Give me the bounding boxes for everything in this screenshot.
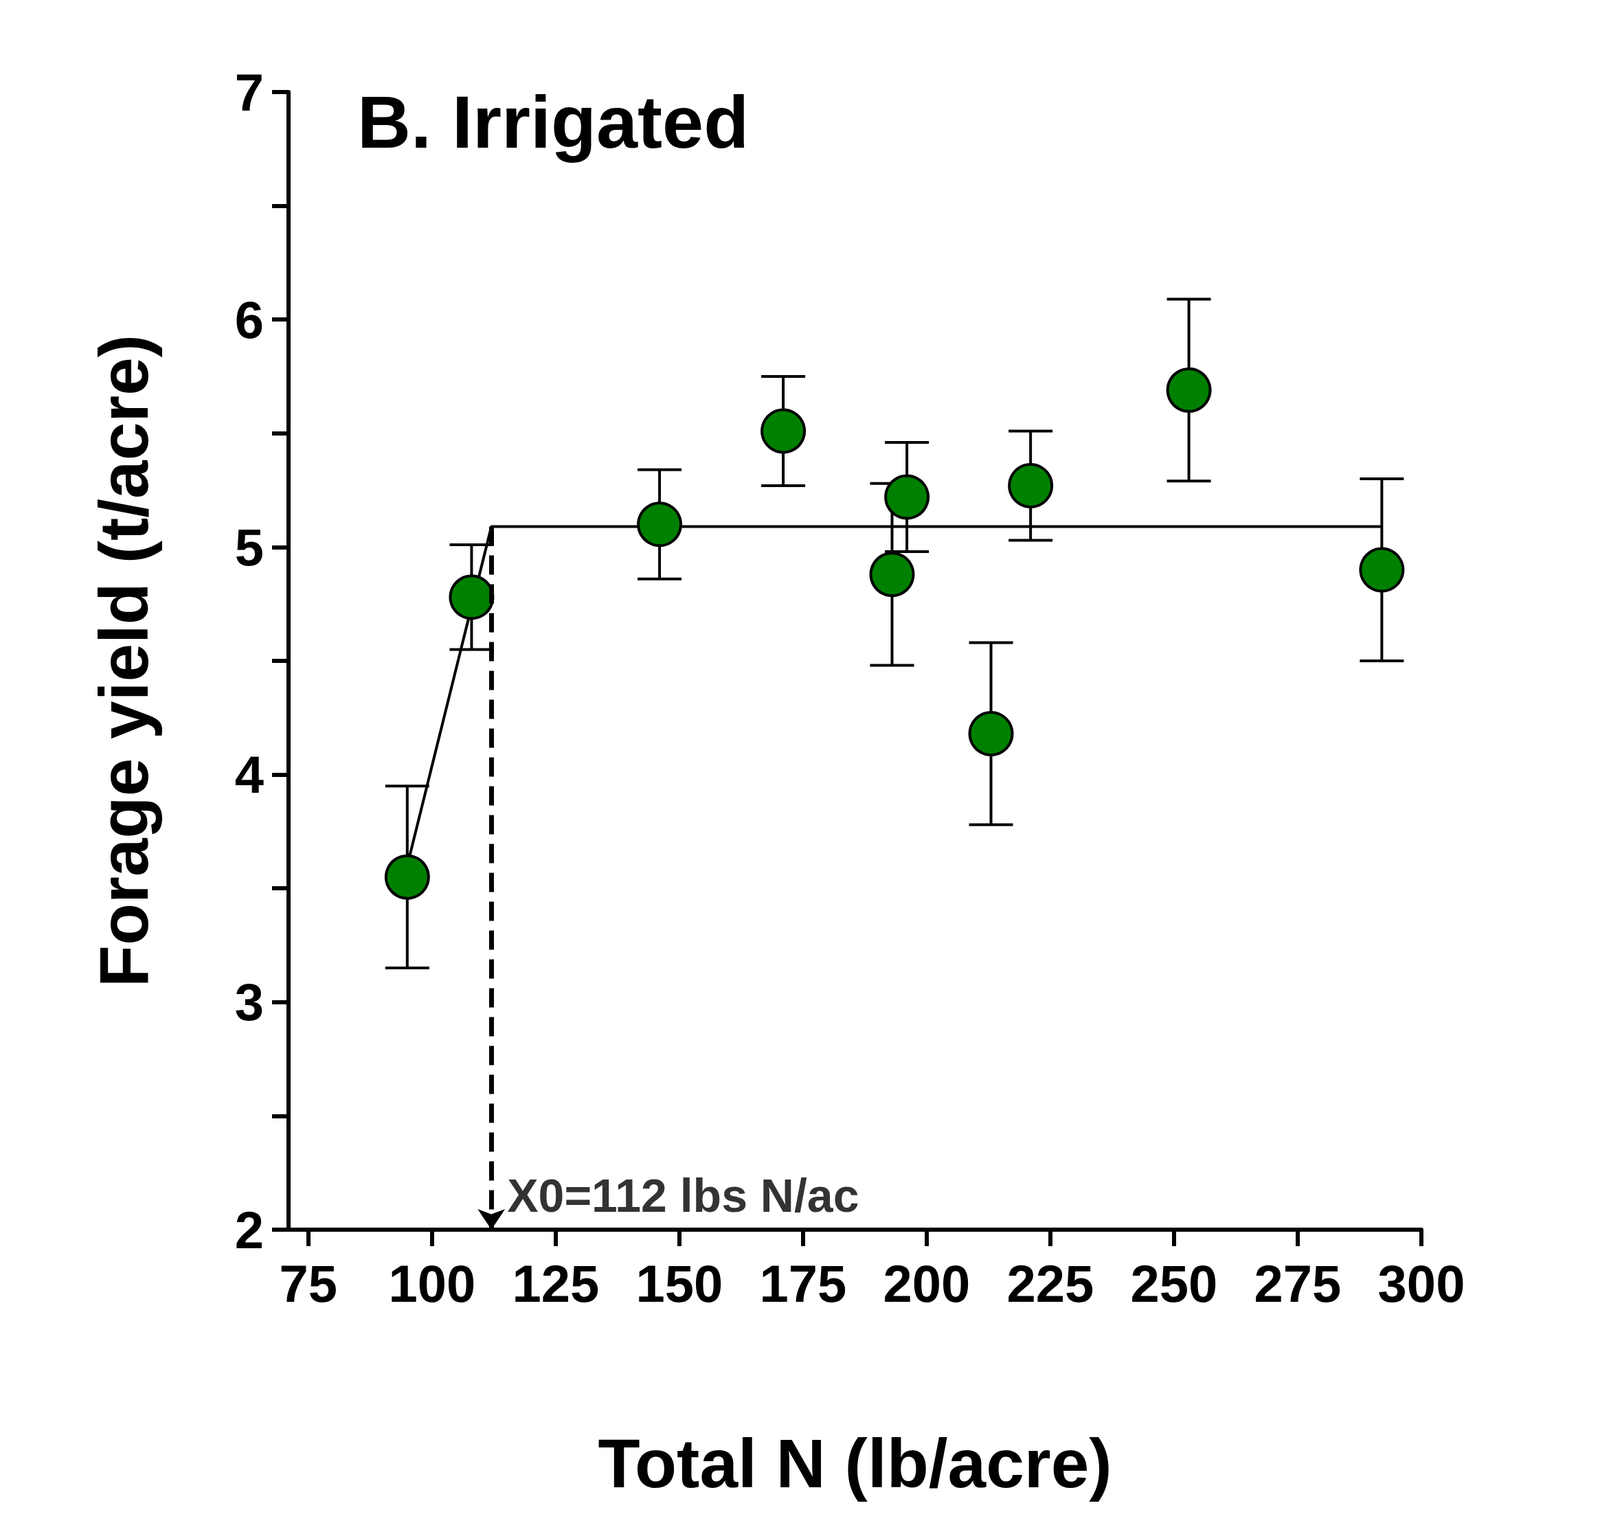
svg-text:200: 200 — [883, 1254, 971, 1313]
svg-text:6: 6 — [234, 290, 264, 349]
svg-text:175: 175 — [759, 1254, 847, 1313]
svg-text:2: 2 — [234, 1200, 264, 1260]
svg-text:5: 5 — [234, 517, 264, 577]
svg-text:Total N (lb/acre): Total N (lb/acre) — [597, 1424, 1112, 1502]
svg-text:150: 150 — [635, 1254, 723, 1313]
svg-text:225: 225 — [1007, 1254, 1095, 1313]
svg-text:B. Irrigated: B. Irrigated — [357, 80, 749, 164]
svg-text:3: 3 — [234, 972, 264, 1032]
svg-text:100: 100 — [388, 1254, 476, 1313]
svg-text:X0=112 lbs N/ac: X0=112 lbs N/ac — [506, 1169, 859, 1222]
svg-text:125: 125 — [511, 1254, 600, 1313]
svg-text:300: 300 — [1378, 1254, 1466, 1313]
svg-text:275: 275 — [1254, 1254, 1342, 1313]
svg-text:75: 75 — [279, 1254, 338, 1313]
svg-text:4: 4 — [234, 745, 264, 804]
svg-text:Forage yield (t/acre): Forage yield (t/acre) — [85, 334, 163, 988]
svg-text:250: 250 — [1130, 1254, 1219, 1313]
svg-text:7: 7 — [234, 63, 264, 122]
